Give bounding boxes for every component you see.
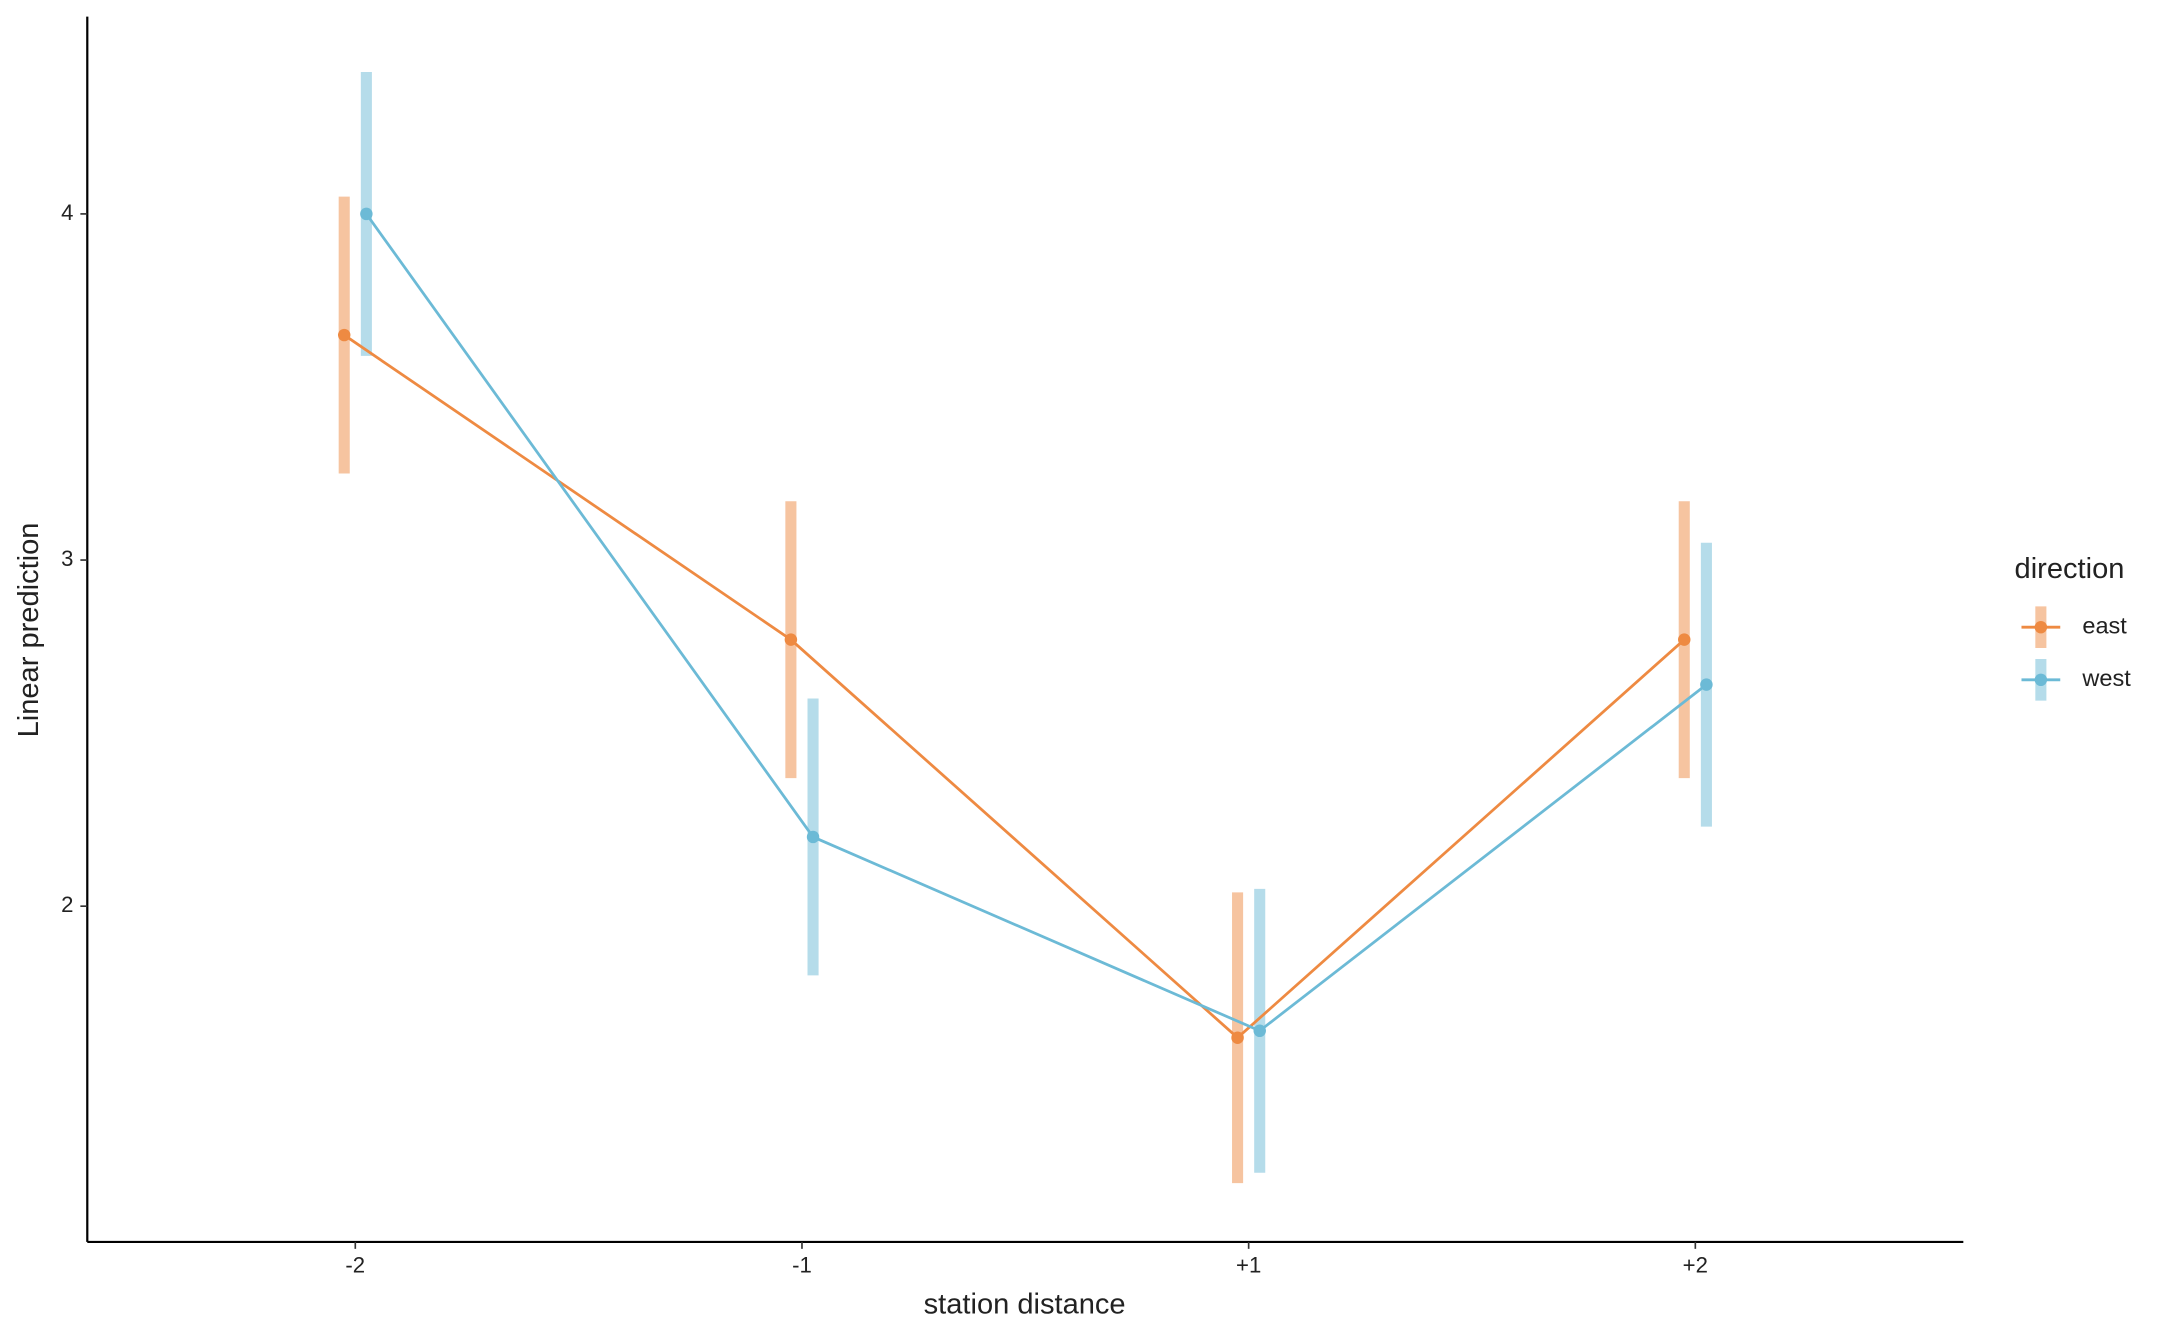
legend-label: east xyxy=(2082,612,2127,638)
point xyxy=(1700,678,1713,691)
y-axis-title: Linear prediction xyxy=(13,523,45,738)
y-tick-label: 3 xyxy=(61,546,73,571)
x-tick-label: -2 xyxy=(345,1253,365,1278)
line xyxy=(343,333,1686,1040)
point xyxy=(1678,633,1691,646)
legend-title: direction xyxy=(2015,553,2125,585)
legend-point xyxy=(2034,620,2048,634)
x-tick-label: +2 xyxy=(1683,1253,1708,1278)
y-tick-label: 2 xyxy=(61,892,73,917)
legend-point xyxy=(2034,673,2048,687)
y-tick-label: 4 xyxy=(61,200,73,225)
line xyxy=(365,213,1708,1033)
point xyxy=(1253,1024,1266,1038)
point xyxy=(1231,1031,1244,1044)
x-tick-label: +1 xyxy=(1236,1253,1261,1278)
x-axis-title: station distance xyxy=(924,1288,1126,1320)
point xyxy=(360,207,373,221)
point xyxy=(784,633,798,646)
legend-label: west xyxy=(2081,665,2131,691)
point xyxy=(337,328,351,342)
point xyxy=(806,830,820,844)
x-tick-label: -1 xyxy=(792,1253,812,1278)
